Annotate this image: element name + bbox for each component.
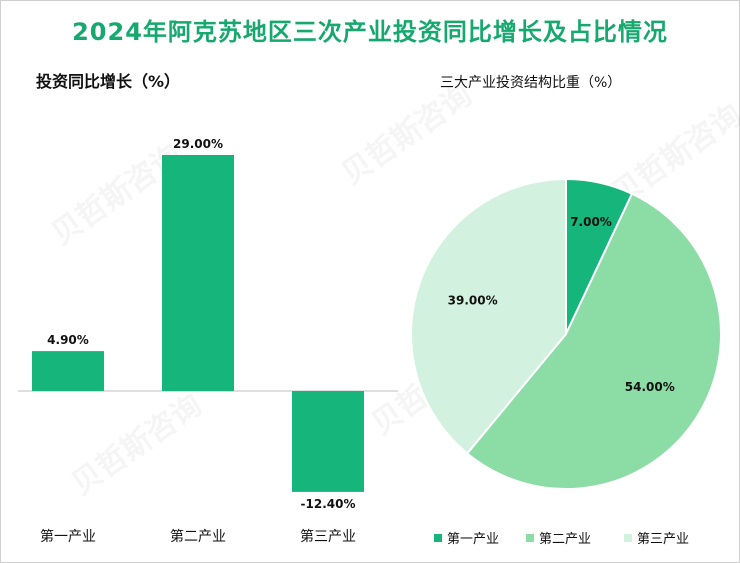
bar-chart: 4.90% 第一产业 29.00% 第二产业 -12.40% 第三产业 bbox=[18, 137, 398, 545]
legend-label: 第二产业 bbox=[539, 532, 591, 547]
bar-1 bbox=[32, 351, 104, 391]
legend-label: 第一产业 bbox=[447, 532, 499, 547]
bar-value-label: 4.90% bbox=[47, 333, 89, 347]
bar-value-label: -12.40% bbox=[301, 497, 356, 511]
bar-category-label: 第三产业 bbox=[300, 528, 356, 545]
pie-value-label: 39.00% bbox=[448, 293, 498, 307]
legend-swatch bbox=[624, 534, 632, 542]
legend-swatch bbox=[434, 534, 442, 542]
page-title: 2024年阿克苏地区三次产业投资同比增长及占比情况 bbox=[72, 18, 668, 46]
legend-label: 第三产业 bbox=[637, 532, 689, 547]
bar-2 bbox=[162, 155, 234, 391]
pie-slice-3 bbox=[410, 177, 567, 455]
pie-value-label: 54.00% bbox=[625, 380, 675, 394]
bar-value-label: 29.00% bbox=[173, 137, 223, 151]
legend-swatch bbox=[526, 534, 534, 542]
bar-3 bbox=[292, 391, 364, 492]
bar-category-label: 第一产业 bbox=[40, 528, 96, 545]
bar-category-label: 第二产业 bbox=[170, 528, 226, 545]
bar-chart-title: 投资同比增长（%） bbox=[36, 72, 181, 91]
pie-chart-title: 三大产业投资结构比重（%） bbox=[440, 75, 622, 91]
pie-value-label: 7.00% bbox=[570, 215, 612, 229]
pie-chart: 7.00% 54.00% 39.00% 第一产业 第二产业 第三产业 bbox=[410, 177, 722, 547]
pie-slice-2 bbox=[465, 192, 722, 490]
